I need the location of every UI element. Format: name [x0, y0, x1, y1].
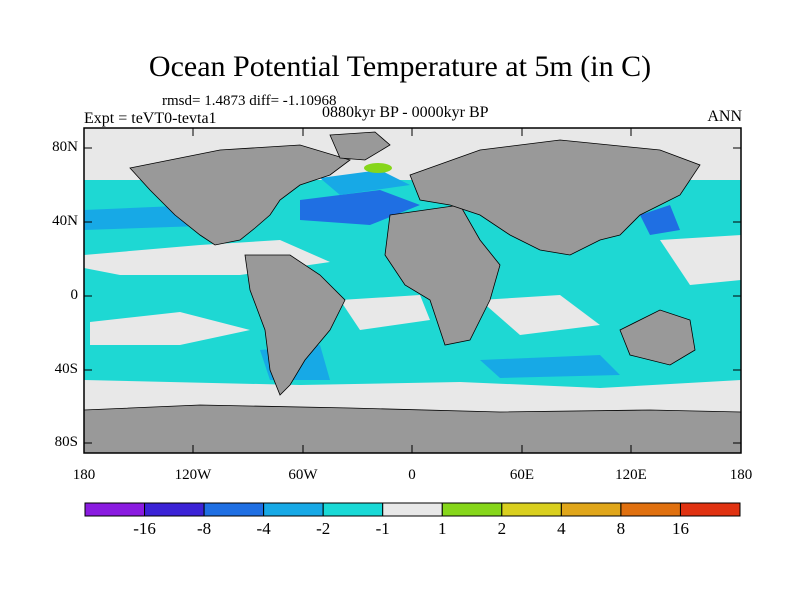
colorbar-swatch: [382, 502, 443, 517]
colorbar-label: 16: [671, 519, 689, 538]
greenland: [329, 131, 391, 161]
map-title: Ocean Potential Temperature at 5m (in C): [148, 50, 652, 83]
colorbar-swatch: [263, 502, 324, 517]
colorbar-swatch: [560, 502, 622, 517]
lon-label-120e: 120E: [615, 467, 647, 483]
colorbar-label: 1: [438, 519, 447, 538]
lon-label-120w: 120W: [174, 467, 212, 483]
period-text: 0880kyr BP - 0000kyr BP: [322, 104, 489, 121]
colorbar-label: -4: [256, 519, 271, 538]
colorbar-label: 4: [557, 519, 566, 538]
north-america: [129, 144, 351, 246]
axis-ticks: [84, 128, 741, 453]
colorbar-swatch: [144, 502, 205, 517]
colorbar-swatch: [84, 502, 146, 517]
lat-label-40s: 40S: [54, 361, 78, 377]
colorbar-label: 8: [616, 519, 626, 538]
eurasia: [409, 139, 701, 256]
colorbar-label: -2: [316, 519, 331, 538]
lat-label-0: 0: [70, 287, 79, 303]
colorbar-label: -1: [375, 519, 390, 538]
southern-neutral-band: [84, 380, 741, 400]
map-field: [84, 128, 741, 453]
west-pacific-neutral: [660, 235, 741, 285]
lon-label-180e: 180: [729, 467, 753, 483]
colorbar-swatch: [322, 502, 384, 517]
lat-label-80n: 80N: [52, 139, 78, 155]
experiment-text: Expt = teVT0-tevta1: [84, 110, 217, 127]
lon-label-0: 0: [408, 467, 416, 483]
africa: [384, 204, 501, 346]
colorbar: [84, 502, 741, 517]
colorbar-swatch: [203, 502, 265, 517]
warm-patch: [364, 163, 392, 173]
colorbar-swatch: [441, 502, 503, 517]
lon-label-180w: 180: [72, 467, 96, 483]
land: [84, 131, 741, 453]
subpolar-mid: [320, 170, 410, 195]
indian-neutral: [480, 295, 600, 335]
lon-label-60w: 60W: [288, 467, 318, 483]
season-text: ANN: [707, 108, 742, 125]
lat-label-40n: 40N: [52, 213, 78, 229]
australia: [619, 309, 696, 366]
south-america: [244, 254, 346, 396]
colorbar-label: 2: [497, 519, 507, 538]
colorbar-label: -8: [196, 519, 212, 538]
antarctica: [84, 404, 741, 453]
lat-label-80s: 80S: [54, 434, 78, 450]
colorbar-label: -16: [133, 519, 156, 538]
colorbar-swatch: [501, 502, 562, 517]
kuroshio-dark: [640, 205, 680, 235]
lon-label-60e: 60E: [509, 467, 535, 483]
atlantic-neutral: [340, 295, 430, 330]
stats-text: rmsd= 1.4873 diff= -1.10968: [162, 93, 337, 109]
pacific-neutral-south: [90, 312, 250, 345]
colorbar-swatch: [679, 502, 741, 517]
colorbar-swatch: [620, 502, 681, 517]
southern-indian-mid: [480, 355, 620, 378]
